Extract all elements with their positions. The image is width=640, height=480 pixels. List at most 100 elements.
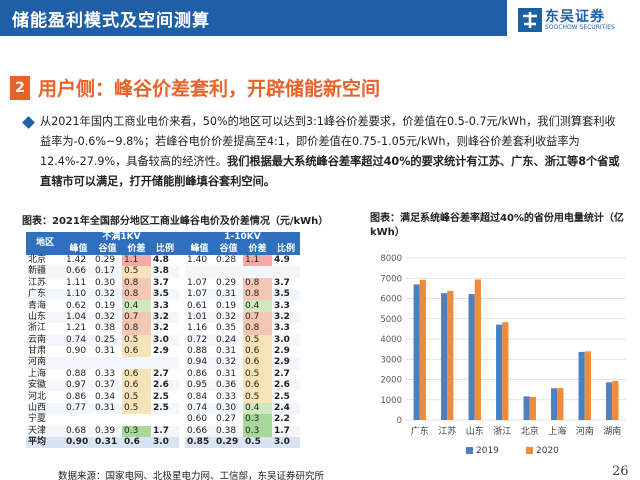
x-tick-label: 上海 <box>548 425 566 437</box>
price-table: 地区 不满1KV 1-10KV 峰值 谷值 价差 比例 峰值 谷值 价差 比例 … <box>26 232 300 449</box>
table-cell <box>64 357 93 369</box>
table-cell: 0.97 <box>64 380 93 392</box>
table-cell-region: 山西 <box>26 402 64 415</box>
table-cell: 0.66 <box>64 266 93 278</box>
table-cell: 0.30 <box>93 277 122 289</box>
table-row: 甘肃 0.90 0.31 0.6 2.9 0.88 0.31 0.6 2.9 <box>26 345 300 358</box>
bar-2020-6 <box>584 351 591 420</box>
table-cell: 0.32 <box>93 311 122 324</box>
table-cell: 3.0 <box>272 437 300 449</box>
table-gap <box>179 357 185 369</box>
x-tick-label: 山东 <box>466 425 484 437</box>
table-subheader: 峰值 <box>64 243 93 255</box>
bar-2019-0 <box>413 284 420 420</box>
table-cell: 0.31 <box>214 288 243 301</box>
table-cell: 0.29 <box>93 254 122 267</box>
x-tick-label: 北京 <box>521 425 539 437</box>
table-gap <box>179 368 185 381</box>
table-cell-region: 平均 <box>26 437 64 449</box>
table-cell: 0.33 <box>214 391 243 403</box>
table-cell: 3.3 <box>151 300 179 312</box>
bar-2020-0 <box>419 279 426 420</box>
bar-2019-1 <box>441 293 448 420</box>
table-gap <box>179 277 185 289</box>
table-cell: 0.8 <box>243 323 272 335</box>
table-cell-region: 青海 <box>26 300 64 312</box>
table-cell: 0.5 <box>243 437 272 449</box>
table-cell <box>93 414 122 426</box>
table-cell: 0.31 <box>214 345 243 358</box>
table-cell: 4.8 <box>151 254 179 267</box>
table-cell: 3.5 <box>272 288 300 301</box>
table-cell: 1.40 <box>185 254 214 267</box>
table-cell: 3.8 <box>151 266 179 278</box>
table-cell: 4.9 <box>272 254 300 267</box>
table-cell: 0.95 <box>185 380 214 392</box>
table-cell: 2.9 <box>272 357 300 369</box>
table-row: 上海 0.88 0.33 0.6 2.7 0.86 0.31 0.5 2.7 <box>26 368 300 381</box>
table-cell: 0.77 <box>64 402 93 415</box>
table-row: 河南 0.94 0.32 0.6 2.9 <box>26 357 300 369</box>
table-gap <box>179 391 185 403</box>
table-row: 北京 1.42 0.29 1.1 4.8 1.40 0.28 1.1 4.9 <box>26 254 300 267</box>
table-cell: 0.5 <box>243 391 272 403</box>
table-cell: 2.7 <box>151 368 179 381</box>
x-tick-label: 广东 <box>411 425 429 437</box>
table-cell: 0.74 <box>185 402 214 415</box>
table-cell: 2.4 <box>272 402 300 415</box>
table-cell: 0.29 <box>214 437 243 449</box>
y-tick-label: 8000 <box>380 254 402 264</box>
table-row: 浙江 1.21 0.38 0.8 3.2 1.16 0.35 0.8 3.3 <box>26 323 300 335</box>
table-cell <box>243 266 272 278</box>
logo-name: 东吴证券 <box>545 9 605 25</box>
table-row: 宁夏 0.60 0.27 0.3 2.2 <box>26 414 300 426</box>
bar-2020-7 <box>612 380 619 420</box>
table-cell: 0.6 <box>243 380 272 392</box>
y-tick-label: 4000 <box>380 335 402 345</box>
table-cell: 0.4 <box>243 402 272 415</box>
table-cell: 2.6 <box>151 380 179 392</box>
table-cell: 3.2 <box>151 311 179 324</box>
bar-2020-2 <box>474 279 481 420</box>
table-cell: 0.39 <box>93 425 122 438</box>
table-cell: 0.37 <box>93 380 122 392</box>
table-cell: 0.29 <box>214 277 243 289</box>
table-cell: 0.74 <box>64 334 93 346</box>
y-tick-label: 3000 <box>380 355 402 365</box>
bar-2019-3 <box>496 324 503 420</box>
x-tick-label: 河南 <box>576 425 594 437</box>
table-cell: 3.5 <box>151 288 179 301</box>
table-cell: 0.85 <box>185 437 214 449</box>
table-cell: 2.5 <box>272 391 300 403</box>
table-cell: 0.4 <box>122 300 151 312</box>
table-body: 北京 1.42 0.29 1.1 4.8 1.40 0.28 1.1 4.9 新疆 0.66 0.17… <box>26 254 300 449</box>
table-cell: 1.7 <box>272 425 300 438</box>
table-gap <box>179 288 185 301</box>
table-cell: 0.62 <box>64 300 93 312</box>
table-gap <box>179 311 185 324</box>
table-cell: 0.25 <box>93 334 122 346</box>
x-tick-label: 浙江 <box>493 425 511 437</box>
table-cell-region: 新疆 <box>26 266 64 278</box>
table-cell: 1.11 <box>64 277 93 289</box>
table-row: 山西 0.77 0.31 0.5 2.5 0.74 0.30 0.4 2.4 <box>26 402 300 415</box>
table-cell-region: 浙江 <box>26 323 64 335</box>
table-cell: 0.90 <box>64 345 93 358</box>
table-cell: 0.3 <box>243 414 272 426</box>
table-cell: 0.8 <box>243 288 272 301</box>
page-number: 26 <box>612 464 629 479</box>
table-gap <box>179 300 185 312</box>
table-cell: 0.7 <box>243 311 272 324</box>
table-cell: 0.31 <box>93 345 122 358</box>
table-cell <box>64 414 93 426</box>
table-row: 安徽 0.97 0.37 0.6 2.6 0.95 0.36 0.6 2.6 <box>26 380 300 392</box>
table-cell: 0.8 <box>243 277 272 289</box>
table-cell: 3.0 <box>272 334 300 346</box>
bar-2019-4 <box>523 396 530 420</box>
table-cell: 0.5 <box>122 391 151 403</box>
table-cell <box>151 414 179 426</box>
table-cell: 0.8 <box>122 288 151 301</box>
y-tick-label: 0 <box>397 416 402 426</box>
table-cell: 0.28 <box>214 254 243 267</box>
table-cell: 0.27 <box>214 414 243 426</box>
